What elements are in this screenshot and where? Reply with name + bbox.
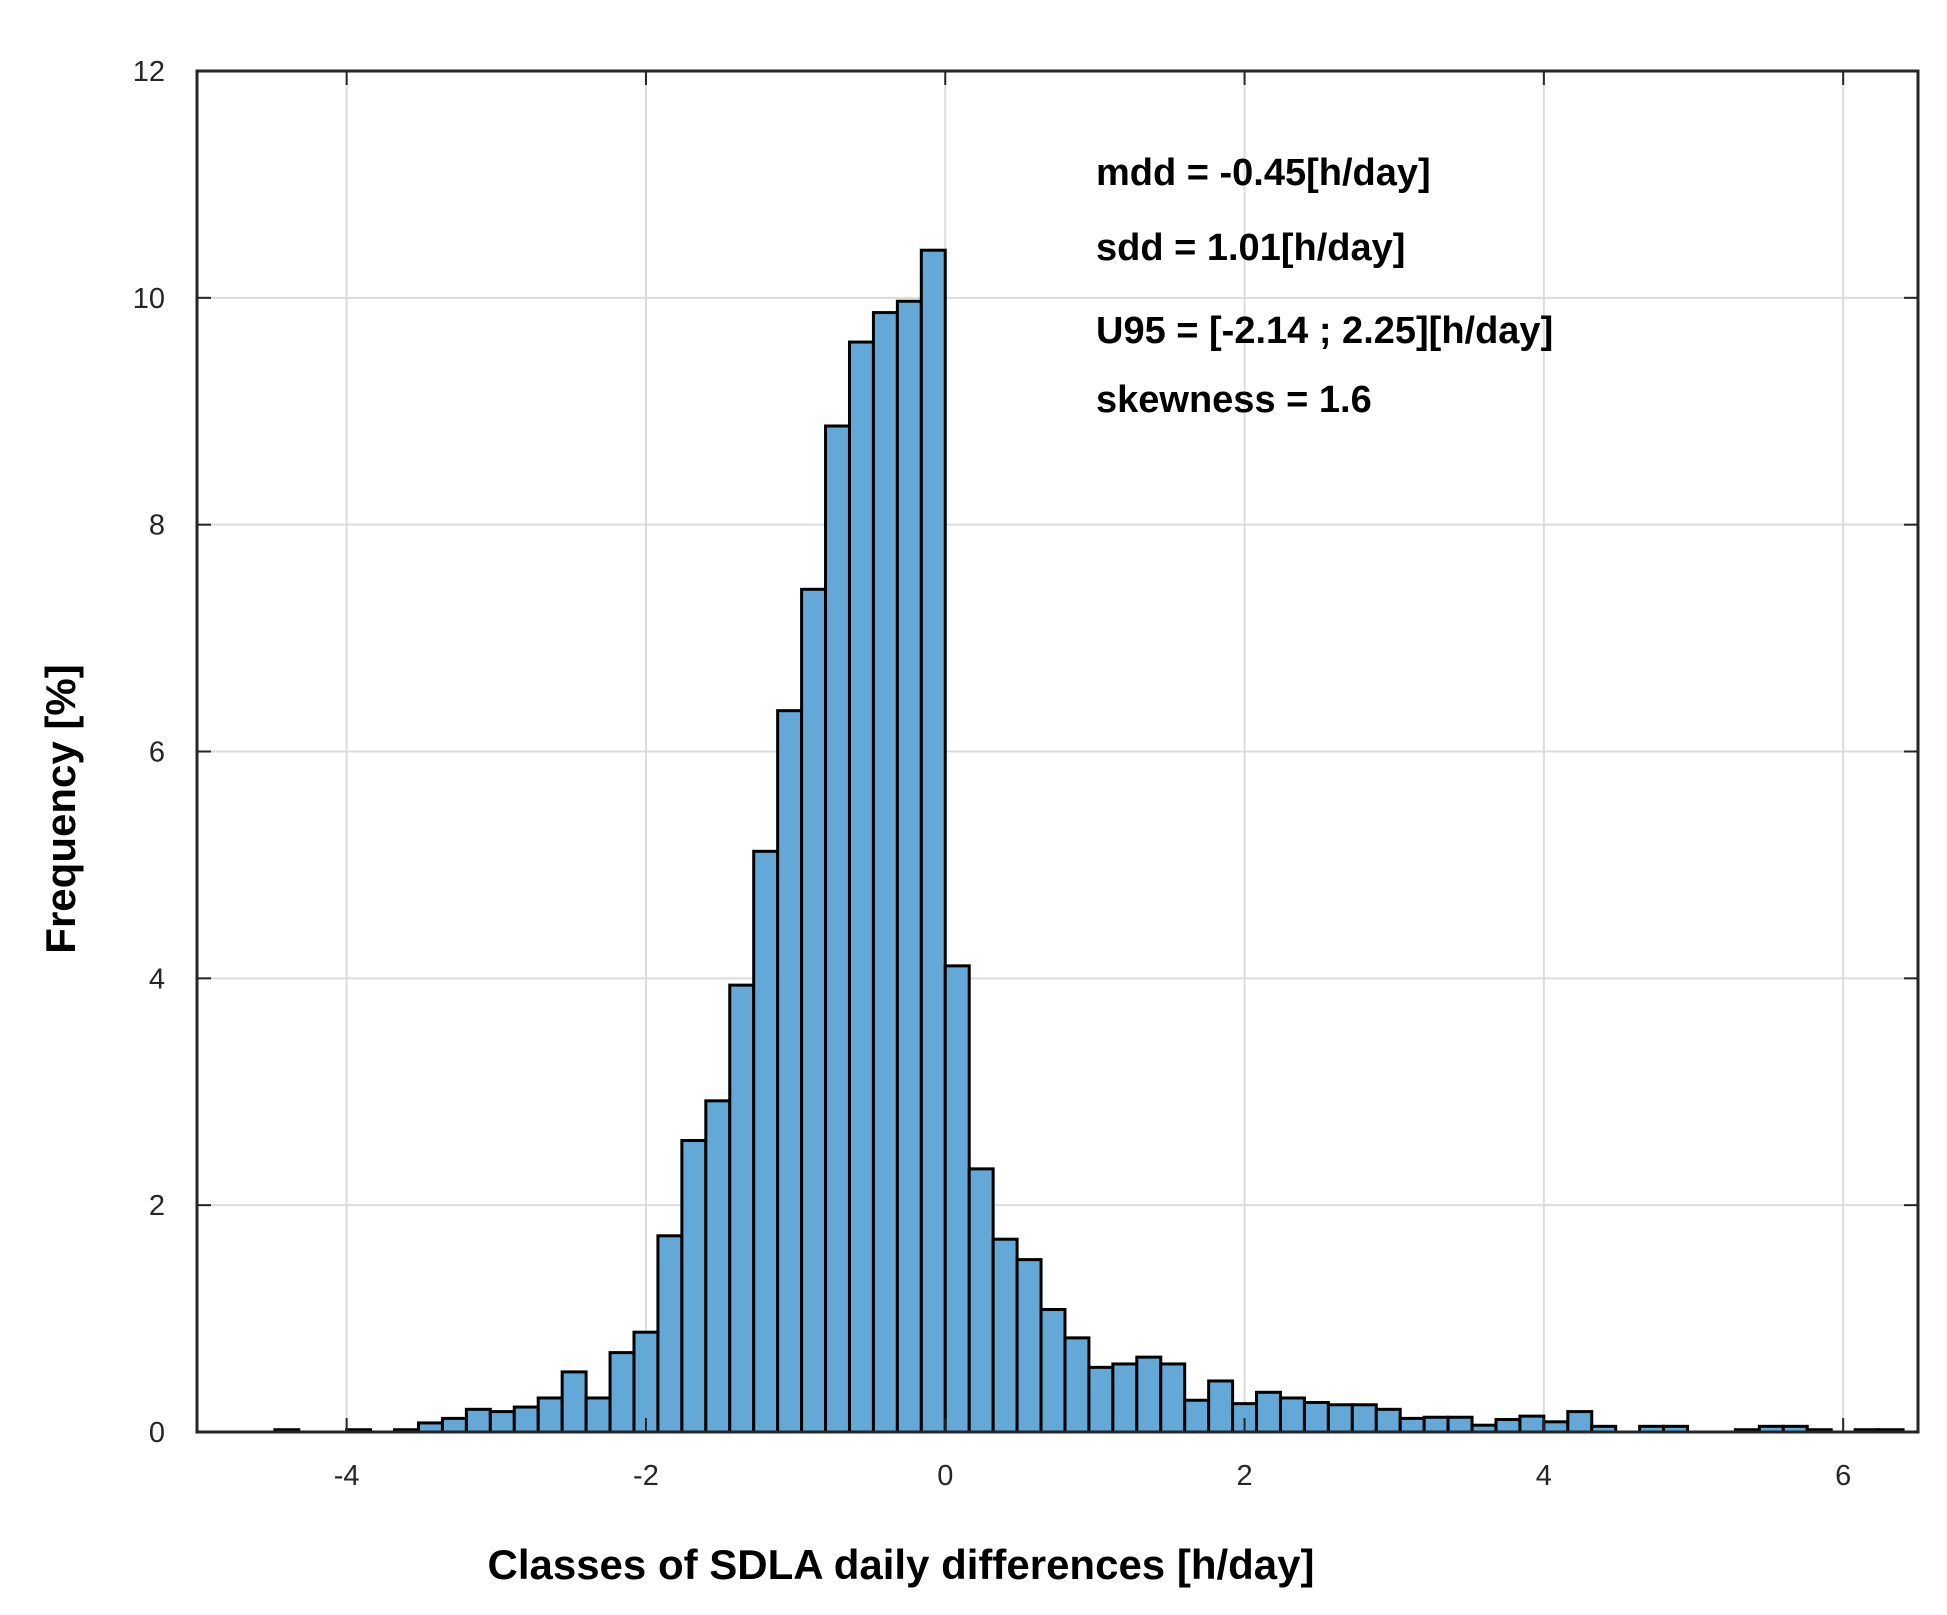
histogram-bar: [1159, 1362, 1187, 1434]
histogram-bar: [464, 1407, 492, 1434]
histogram-bar: [1087, 1365, 1115, 1434]
histogram-bar: [680, 1139, 708, 1434]
x-tick-label: 2: [1236, 1460, 1252, 1492]
y-tick-label: 12: [133, 56, 165, 88]
histogram-bar: [1183, 1398, 1211, 1434]
histogram-bar: [1039, 1308, 1067, 1434]
histogram-bar: [1398, 1416, 1426, 1434]
histogram-bar: [824, 424, 851, 1434]
histogram-bar: [1494, 1418, 1522, 1434]
histogram-bar: [991, 1237, 1019, 1434]
histogram-bar: [1278, 1396, 1306, 1434]
histogram-bar: [632, 1330, 660, 1434]
histogram-bar: [1015, 1258, 1043, 1434]
x-tick-label: 4: [1536, 1460, 1552, 1492]
y-tick-label: 6: [149, 737, 165, 769]
histogram-bar: [1111, 1362, 1139, 1434]
y-tick-label: 2: [149, 1190, 165, 1222]
histogram-bar: [919, 248, 947, 1434]
y-tick-label: 4: [149, 963, 165, 995]
x-tick-label: 6: [1835, 1460, 1851, 1492]
histogram-bar: [536, 1396, 564, 1434]
annotation-skewness: skewness = 1.6: [1096, 379, 1372, 421]
histogram-bar: [776, 709, 804, 1434]
histogram-bar: [1518, 1414, 1546, 1434]
histogram-bar: [800, 587, 828, 1434]
histogram-bar: [1374, 1407, 1402, 1434]
histogram-bar: [847, 340, 875, 1434]
y-tick-label: 10: [133, 283, 165, 315]
histogram-bar: [560, 1370, 588, 1434]
x-tick-label: 0: [937, 1460, 953, 1492]
x-tick-label: -2: [633, 1460, 659, 1492]
annotation-sdd: sdd = 1.01[h/day]: [1096, 227, 1405, 269]
ticks: -4 -2 0 2 4 6 0 2 4 6 8 10 12: [133, 56, 1918, 1492]
histogram-bar: [1542, 1420, 1570, 1434]
histogram-bar: [967, 1167, 995, 1434]
histogram-bar: [1350, 1403, 1378, 1434]
histogram-bar: [1422, 1415, 1450, 1434]
histogram-bar: [488, 1410, 516, 1434]
annotation-u95: U95 = [-2.14 ; 2.25][h/day]: [1096, 310, 1553, 352]
histogram-bar: [871, 311, 899, 1434]
histogram-bar: [704, 1099, 732, 1434]
annotations: mdd = -0.45[h/day] sdd = 1.01[h/day] U95…: [1096, 152, 1553, 421]
histogram-bar: [1566, 1410, 1594, 1434]
histogram-bar: [584, 1396, 612, 1434]
histogram-bar: [895, 299, 923, 1434]
histogram-bar: [1302, 1401, 1330, 1434]
histogram-bar: [1326, 1403, 1354, 1434]
histogram-bar: [1446, 1415, 1474, 1434]
histogram-bar: [440, 1416, 468, 1434]
histogram-bar: [656, 1234, 684, 1434]
x-tick-label: -4: [334, 1460, 360, 1492]
histogram-bar: [1135, 1355, 1163, 1434]
x-axis-label: Classes of SDLA daily differences [h/day…: [487, 1541, 1314, 1588]
histogram-bar: [1063, 1336, 1091, 1434]
histogram-bar: [1255, 1390, 1282, 1434]
histogram-bar: [512, 1405, 540, 1434]
y-tick-label: 8: [149, 510, 165, 542]
y-tick-label: 0: [149, 1417, 165, 1449]
histogram-bar: [1207, 1379, 1235, 1434]
y-axis-label: Frequency [%]: [37, 664, 84, 953]
annotation-mdd: mdd = -0.45[h/day]: [1096, 152, 1431, 194]
histogram-bar: [752, 849, 780, 1434]
histogram-bar: [608, 1351, 636, 1434]
histogram-bar: [728, 983, 756, 1434]
histogram-bar: [943, 964, 971, 1434]
